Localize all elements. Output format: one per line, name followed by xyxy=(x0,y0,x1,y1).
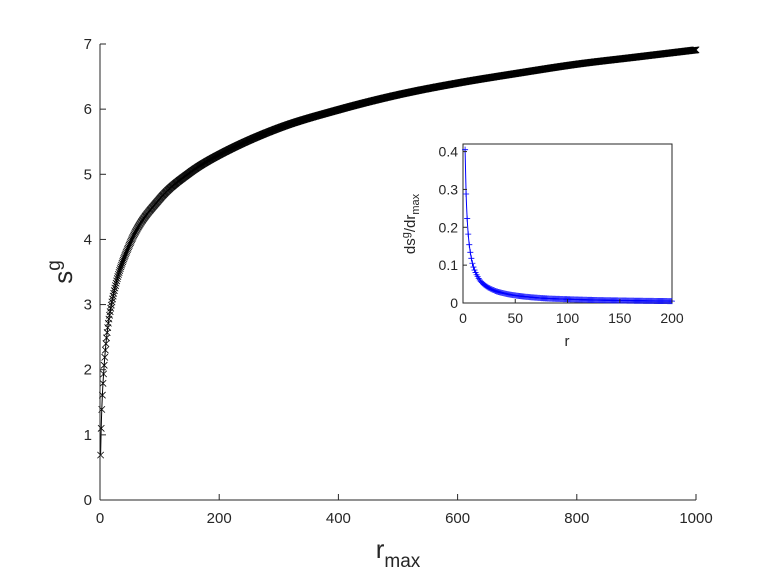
main-data-point xyxy=(113,275,121,283)
inset-x-tick-label: 0 xyxy=(459,310,467,326)
inset-y-tick-label: 0.4 xyxy=(439,144,459,160)
inset-x-tick-label: 200 xyxy=(660,310,684,326)
main-data-point xyxy=(130,231,138,239)
main-y-tick-label: 4 xyxy=(84,231,92,248)
inset-y-tick-label: 0.2 xyxy=(439,219,459,235)
inset-x-ticks: 0 50 100 150 200 xyxy=(459,299,684,326)
main-data-point xyxy=(110,289,118,297)
main-data-point xyxy=(102,340,110,348)
inset-series-markers xyxy=(462,146,675,305)
main-y-tick-label: 0 xyxy=(84,492,92,509)
main-data-point xyxy=(112,282,119,290)
main-x-tick-label: 0 xyxy=(96,510,104,527)
inset-data-point xyxy=(463,190,470,197)
main-x-tick-label: 600 xyxy=(445,510,470,527)
inset-y-axis-label: dsg/drmax xyxy=(400,193,422,254)
main-data-point xyxy=(116,267,124,275)
inset-data-point xyxy=(471,267,478,274)
inset-data-point xyxy=(464,215,471,222)
main-y-tick-label: 1 xyxy=(84,427,92,444)
inset-x-tick-label: 50 xyxy=(507,310,523,326)
main-y-ticks: 0 1 2 3 4 5 6 7 xyxy=(84,36,106,509)
main-y-tick-label: 6 xyxy=(84,101,92,118)
inset-y-tick-label: 0 xyxy=(450,295,458,311)
main-x-tick-label: 800 xyxy=(564,510,589,527)
main-data-point xyxy=(97,424,105,432)
inset-x-tick-label: 100 xyxy=(556,310,580,326)
main-data-point xyxy=(129,233,137,241)
main-series-markers xyxy=(97,46,700,459)
main-data-point xyxy=(113,277,121,285)
main-data-point xyxy=(100,370,108,378)
main-data-point xyxy=(131,230,139,238)
inset-data-point xyxy=(470,264,477,271)
main-data-point xyxy=(108,298,116,306)
main-data-point xyxy=(109,295,117,303)
main-data-point xyxy=(114,273,122,281)
main-y-tick-label: 7 xyxy=(84,36,92,53)
main-data-point xyxy=(99,379,107,387)
main-x-ticks: 0 200 400 600 800 1000 xyxy=(96,494,713,527)
inset-y-tick-label: 0.3 xyxy=(439,181,459,197)
main-x-tick-label: 1000 xyxy=(679,510,712,527)
main-y-axis-label: sg xyxy=(44,260,78,284)
main-data-point xyxy=(101,346,109,354)
main-data-point xyxy=(100,361,108,369)
main-y-tick-label: 5 xyxy=(84,166,92,183)
inset-x-tick-label: 150 xyxy=(608,310,632,326)
main-data-point xyxy=(101,353,109,361)
inset-y-ticks: 0 0.1 0.2 0.3 0.4 xyxy=(439,144,467,311)
main-data-point xyxy=(112,279,120,287)
main-data-point xyxy=(107,301,115,309)
main-y-tick-label: 3 xyxy=(84,297,92,314)
main-data-point xyxy=(115,268,123,276)
main-data-point xyxy=(114,270,122,278)
inset-series-group xyxy=(462,146,675,305)
main-data-point xyxy=(692,46,700,54)
main-series-group xyxy=(97,46,700,459)
main-data-point xyxy=(111,284,119,292)
inset-data-point xyxy=(469,260,476,267)
inset-data-point xyxy=(468,255,475,262)
main-data-point xyxy=(97,451,105,459)
inset-data-point xyxy=(466,241,473,248)
main-data-point xyxy=(109,292,117,300)
inset-data-point xyxy=(465,231,472,238)
inset-y-tick-label: 0.1 xyxy=(439,257,459,273)
inset-data-point xyxy=(467,249,474,256)
inset-axes: 0 50 100 150 200 0 0.1 0.2 0.3 0.4 r dsg/drmax xyxy=(400,143,684,350)
inset-plot-frame xyxy=(462,143,673,304)
main-x-tick-label: 400 xyxy=(326,510,351,527)
inset-x-axis-label: r xyxy=(565,333,570,350)
main-x-tick-label: 200 xyxy=(207,510,232,527)
main-y-tick-label: 2 xyxy=(84,362,92,379)
main-data-point xyxy=(129,232,137,240)
main-x-axis-label: rmax xyxy=(376,534,421,572)
